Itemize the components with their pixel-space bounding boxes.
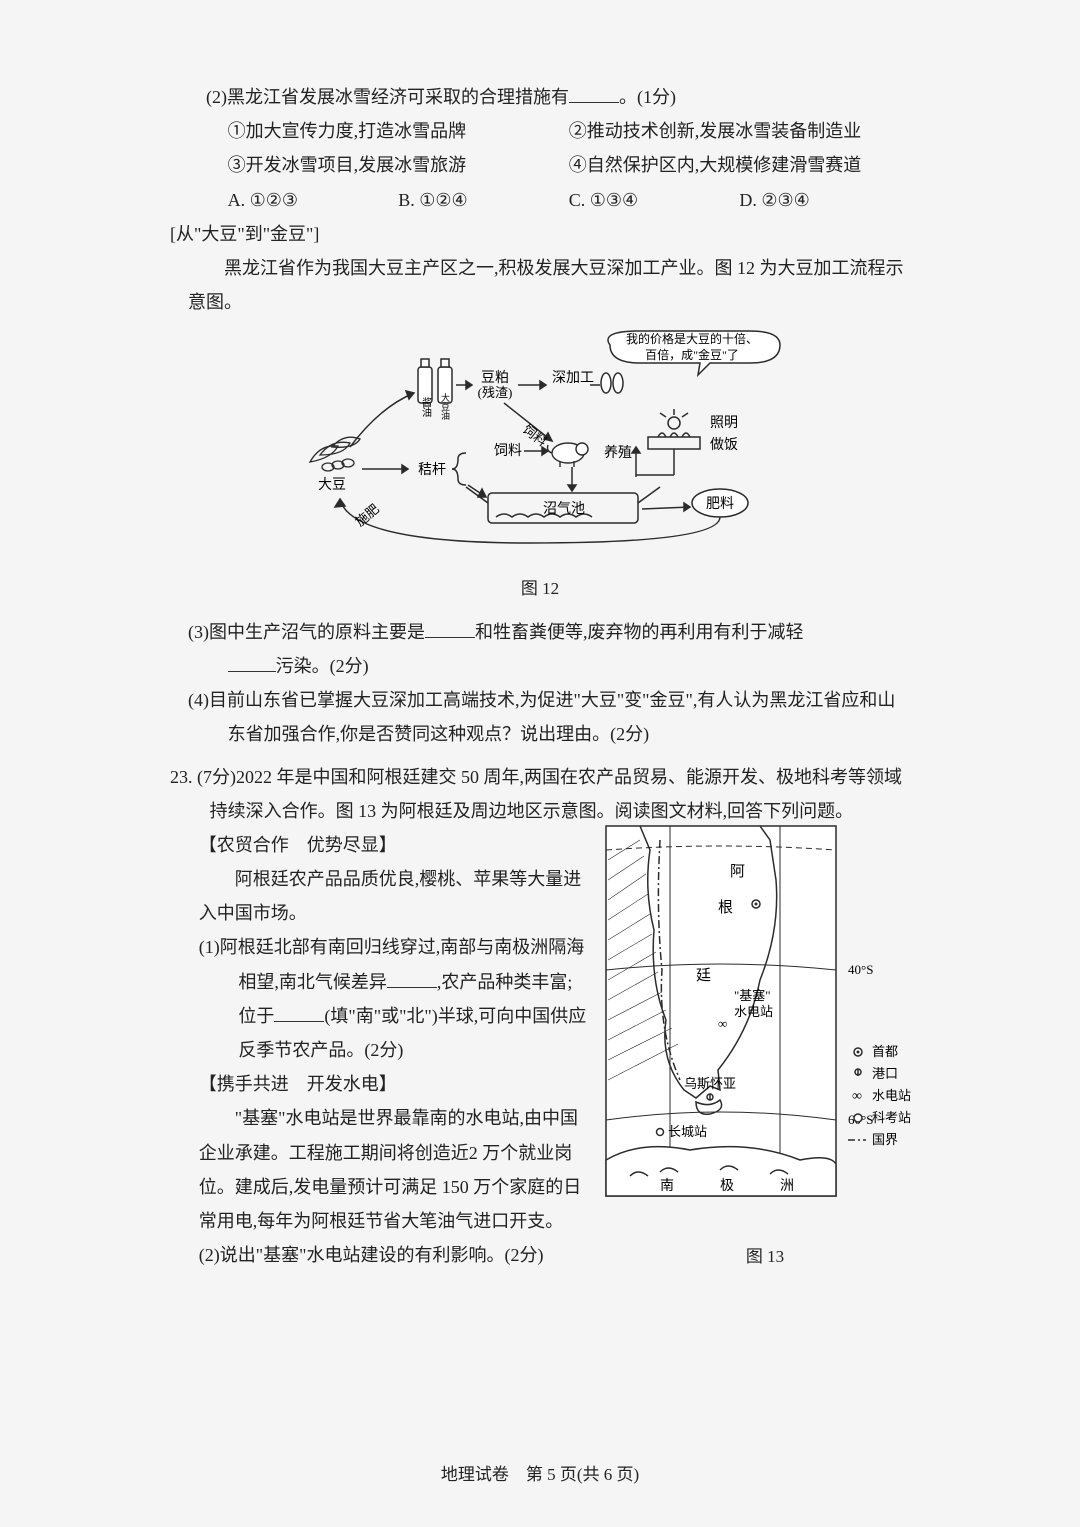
q2-stem: (2)黑龙江省发展冰雪经济可采取的合理措施有 。(1分)	[170, 80, 910, 114]
q3-suf: 污染。(2分)	[276, 656, 369, 676]
fig12-residue-top: 豆粕	[481, 370, 509, 386]
fig12-bubble-l1: 我的价格是大豆的十倍、	[626, 331, 758, 346]
q3-pre: (3)图中生产沼气的原料主要是	[188, 622, 425, 642]
fig13-ccz: 长城站	[668, 1124, 707, 1139]
fig13-lon70: 70°W	[655, 820, 686, 821]
q2-stem-suf: 。(1分)	[619, 87, 676, 107]
fig13-leg-border: 国界	[872, 1132, 898, 1147]
svg-text:∞: ∞	[718, 1016, 727, 1031]
fig12-caption: 图 12	[170, 573, 910, 605]
q2-items: ①加大宣传力度,打造冰雪品牌 ②推动技术创新,发展冰雪装备制造业 ③开发冰雪项目…	[170, 114, 910, 182]
fig13-nan: 南	[660, 1178, 674, 1194]
q2-choice-d: D. ②③④	[739, 183, 910, 217]
q2-choice-c: C. ①③④	[569, 183, 740, 217]
q2-item-3: ③开发冰雪项目,发展冰雪旅游	[228, 148, 569, 182]
q2-blank	[569, 85, 619, 103]
fig12-feed2: 饲料	[520, 422, 550, 450]
fig13-jisai1: "基塞"	[734, 988, 771, 1003]
svg-text:∞: ∞	[852, 1089, 862, 1104]
q23-secb-title: 【携手共进 开发水电】	[170, 1067, 590, 1101]
fig12-bubble-l2: 百倍，成"金豆"了	[645, 347, 739, 362]
fig13-jisai2: 水电站	[734, 1004, 773, 1019]
q2-item-1: ①加大宣传力度,打造冰雪品牌	[228, 114, 569, 148]
fig12-process: 深加工	[552, 370, 594, 386]
q23-q1-blank1	[387, 970, 437, 988]
fig12-raise: 养殖	[604, 444, 632, 461]
fig13-ji: 极	[720, 1178, 734, 1194]
q23-q2: (2)说出"基塞"水电站建设的有利影响。(2分)	[170, 1238, 590, 1272]
q23-q1-blank2	[274, 1004, 324, 1022]
q2-choice-b: B. ①②④	[398, 183, 569, 217]
fig13-arg1: 阿	[730, 863, 745, 880]
page-footer: 地理试卷 第 5 页(共 6 页)	[0, 1459, 1080, 1491]
q3-blank1	[425, 620, 475, 638]
q23-head: 23. (7分)2022 年是中国和阿根廷建交 50 周年,两国在农产品贸易、能…	[170, 760, 910, 828]
q2-choices: A. ①②③ B. ①②④ C. ①③④ D. ②③④	[170, 183, 910, 217]
fig12-straw: 秸杆	[418, 462, 446, 478]
section1-title: [从"大豆"到"金豆"]	[170, 217, 910, 251]
fig13-arg2: 根	[718, 899, 733, 916]
fig12-residue-bot: (残渣)	[478, 385, 513, 400]
fig12-fert: 肥料	[706, 496, 734, 512]
q23-seca-para: 阿根廷农产品品质优良,樱桃、苹果等大量进入中国市场。	[170, 862, 590, 930]
q3-mid: 和牲畜粪便等,废弃物的再利用有利于减轻	[475, 622, 804, 642]
fig13-leg-sci: 科考站	[872, 1110, 911, 1125]
fig13-leg-port: 港口	[872, 1066, 898, 1081]
figure-13: 70°W 50°W 40°S 60°S	[600, 820, 930, 1283]
section1-intro: 黑龙江省作为我国大豆主产区之一,积极发展大豆深加工产业。图 12 为大豆加工流程…	[170, 251, 910, 319]
fig13-leg-cap: 首都	[872, 1044, 898, 1059]
q4: (4)目前山东省已掌握大豆深加工高端技术,为促进"大豆"变"金豆",有人认为黑龙…	[170, 683, 910, 751]
q2-item-4: ④自然保护区内,大规模修建滑雪赛道	[569, 148, 910, 182]
fig13-zhou: 洲	[780, 1179, 794, 1194]
q23-secb-para: "基塞"水电站是世界最靠南的水电站,由中国企业承建。工程施工期间将创造近2 万个…	[170, 1101, 590, 1238]
q2-stem-pre: (2)黑龙江省发展冰雪经济可采取的合理措施有	[206, 87, 569, 107]
fig12-feed: 饲料	[494, 443, 522, 459]
fig13-arg3: 廷	[696, 967, 711, 984]
q23-q1: (1)阿根廷北部有南回归线穿过,南部与南极洲隔海相望,南北气候差异,农产品种类丰…	[170, 930, 590, 1067]
figure-12: 我的价格是大豆的十倍、 百倍，成"金豆"了 酱油 大豆油 豆粕 (残渣) 深加工…	[170, 327, 910, 568]
q23-seca-title: 【农贸合作 优势尽显】	[170, 828, 590, 862]
fig12-cook: 做饭	[710, 437, 738, 453]
fig12-biogas: 沼气池	[543, 501, 585, 517]
q3-blank2	[228, 654, 276, 672]
fig12-soy: 大豆	[318, 477, 346, 493]
fig12-bottle2: 大豆油	[440, 392, 450, 421]
fig13-leg-hydro: 水电站	[872, 1088, 911, 1103]
fig13-lat40: 40°S	[848, 962, 873, 977]
q23: 23. (7分)2022 年是中国和阿根廷建交 50 周年,两国在农产品贸易、能…	[170, 760, 910, 1273]
fig13-lon50: 50°W	[765, 820, 796, 821]
q2-choice-a: A. ①②③	[228, 183, 399, 217]
fig13-caption: 图 13	[600, 1241, 930, 1273]
fig12-return: 施肥	[352, 501, 382, 529]
q3: (3)图中生产沼气的原料主要是 和牲畜粪便等,废弃物的再利用有利于减轻 污染。(2…	[170, 615, 910, 683]
fig12-bottle1: 酱油	[420, 396, 432, 417]
q2-item-2: ②推动技术创新,发展冰雪装备制造业	[569, 114, 910, 148]
fig13-ush: 乌斯怀亚	[684, 1076, 736, 1091]
fig12-light: 照明	[710, 416, 738, 431]
